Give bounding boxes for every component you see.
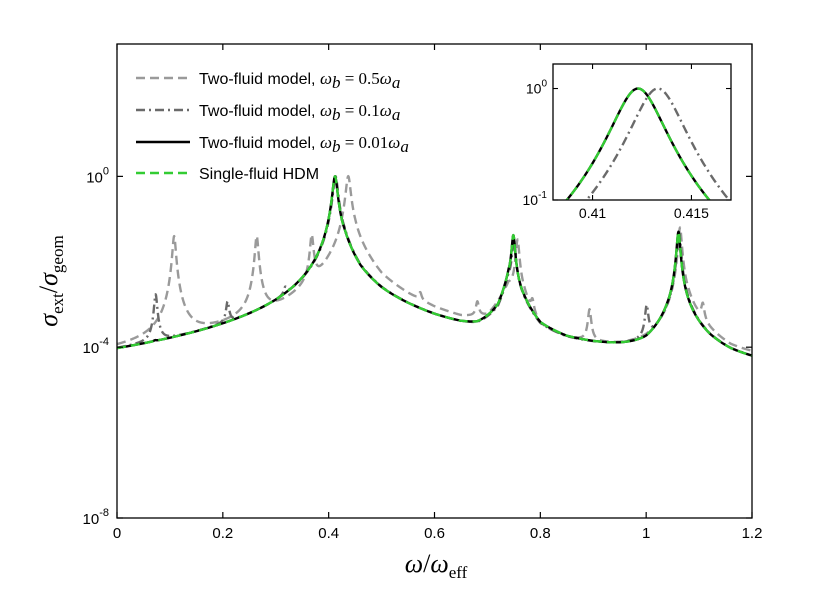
inset-y-tick-label: 10-1 — [523, 190, 548, 208]
y-tick-label: 10-8 — [83, 507, 109, 528]
legend-entry: Two-fluid model, ωb = 0.5ωa — [136, 69, 400, 92]
y-tick-label: 10-4 — [83, 336, 109, 357]
legend: Two-fluid model, ωb = 0.5ωa Two-fluid mo… — [136, 69, 409, 183]
main-plot: 0 0.2 0.4 0.6 0.8 1 1.2 100 10-4 10-8 — [83, 43, 763, 542]
main-x-ticks: 0 0.2 0.4 0.6 0.8 1 1.2 — [113, 44, 763, 542]
x-tick-label: 1.2 — [742, 525, 763, 542]
inset-x-tick-label: 0.41 — [579, 205, 606, 221]
legend-entry: Single-fluid HDM — [136, 166, 319, 183]
inset-x-tick-label: 0.415 — [674, 205, 709, 221]
main-y-ticks: 100 10-4 10-8 — [83, 165, 752, 528]
legend-label-wb-0.1: Two-fluid model, ωb = 0.1ωa — [199, 101, 400, 124]
inset-frame — [552, 63, 732, 201]
inset-y-tick-label: 100 — [526, 79, 548, 97]
x-tick-label: 0.6 — [424, 525, 445, 542]
legend-label-hdm: Single-fluid HDM — [199, 166, 319, 183]
inset-series-layer — [565, 87, 731, 200]
y-tick-label: 100 — [86, 165, 109, 186]
legend-label-wb-0.01: Two-fluid model, ωb = 0.01ωa — [199, 133, 409, 156]
inset-plot: 0.41 0.415 100 10-1 — [523, 63, 732, 221]
x-tick-label: 0.8 — [530, 525, 551, 542]
series-line-0 — [117, 174, 752, 352]
legend-entry: Two-fluid model, ωb = 0.1ωa — [136, 101, 400, 124]
inset-series-line-2 — [565, 87, 711, 200]
legend-label-wb-0.5: Two-fluid model, ωb = 0.5ωa — [199, 69, 400, 92]
series-line-3 — [117, 175, 752, 357]
inset-y-ticks: 100 10-1 — [523, 79, 731, 208]
main-series-layer — [117, 174, 752, 357]
x-axis-label: ω/ωeff — [405, 549, 468, 582]
x-tick-label: 0.2 — [212, 525, 233, 542]
x-tick-label: 0 — [113, 525, 121, 542]
inset-x-ticks: 0.41 0.415 — [579, 64, 709, 221]
inset-background — [553, 64, 731, 200]
legend-entry: Two-fluid model, ωb = 0.01ωa — [136, 133, 409, 156]
inset-series-line-0 — [585, 87, 731, 200]
x-tick-label: 1 — [642, 525, 650, 542]
y-axis-label: σext/σgeom — [34, 235, 67, 326]
x-tick-label: 0.4 — [318, 525, 339, 542]
